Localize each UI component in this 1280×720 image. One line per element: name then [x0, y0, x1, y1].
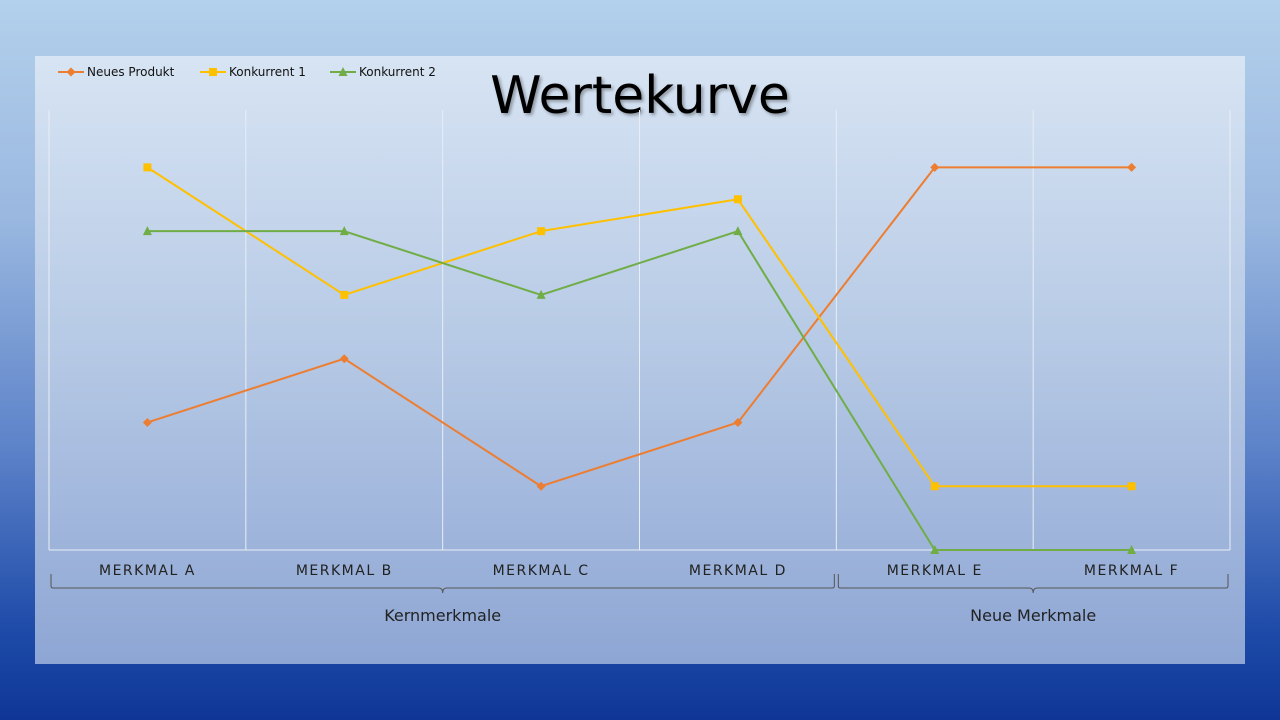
legend-label: Konkurrent 2 — [359, 65, 436, 79]
data-point — [339, 226, 349, 236]
group-label: Kernmerkmale — [384, 606, 501, 625]
data-point — [537, 227, 546, 236]
series-line — [146, 166, 1132, 488]
data-point — [1127, 545, 1137, 554]
series-line — [147, 166, 1132, 488]
x-tick-label: MERKMAL E — [887, 563, 983, 579]
data-point — [1127, 162, 1137, 172]
data-point — [733, 417, 743, 427]
legend-item: Neues Produkt — [58, 65, 175, 79]
x-tick-label: MERKMAL C — [493, 563, 590, 579]
data-point — [209, 68, 217, 76]
data-point — [143, 163, 152, 172]
data-point — [733, 226, 743, 236]
x-tick-label: MERKMAL D — [689, 563, 787, 579]
data-point — [339, 354, 349, 364]
legend-item: Konkurrent 2 — [330, 65, 436, 79]
data-point — [142, 226, 152, 236]
data-point — [1127, 482, 1136, 491]
data-point — [733, 195, 742, 204]
data-point — [930, 162, 940, 172]
legend-item: Konkurrent 1 — [200, 65, 306, 79]
group-label: Neue Merkmale — [970, 606, 1096, 625]
legend-label: Konkurrent 1 — [229, 65, 306, 79]
group-bracket — [837, 574, 1229, 594]
x-tick-label: MERKMAL B — [296, 563, 393, 579]
data-point — [930, 545, 940, 554]
data-point — [930, 482, 939, 491]
x-tick-label: MERKMAL F — [1084, 563, 1179, 579]
data-point — [66, 67, 76, 77]
legend-label: Neues Produkt — [87, 65, 175, 79]
series-line — [147, 230, 1132, 551]
group-bracket — [50, 574, 835, 594]
data-point — [340, 290, 349, 299]
x-tick-label: MERKMAL A — [99, 563, 196, 579]
data-point — [338, 67, 348, 76]
data-point — [536, 289, 546, 299]
data-point — [536, 481, 546, 491]
data-point — [142, 417, 152, 427]
